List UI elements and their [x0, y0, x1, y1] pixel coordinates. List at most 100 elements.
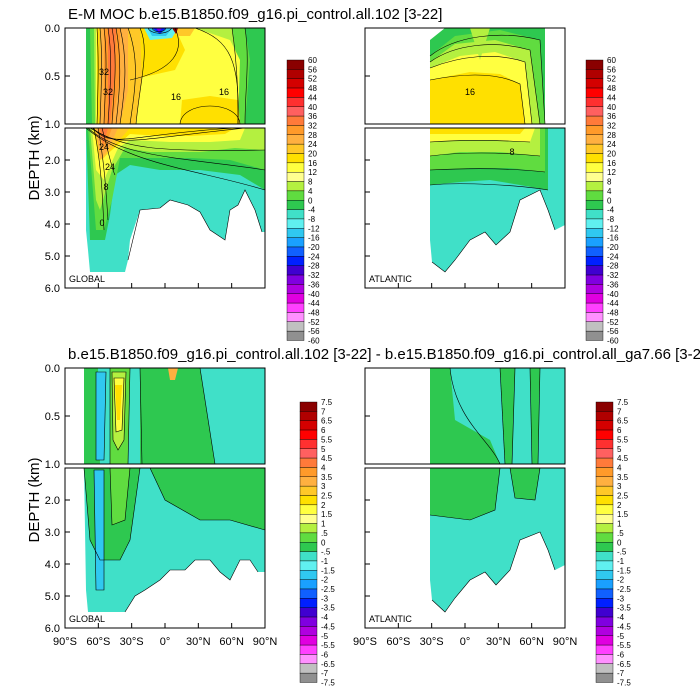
bottom-right-colorbar-label: -6.5: [617, 660, 631, 669]
top-right-colorbar-box: [585, 87, 604, 98]
top-right-colorbar-box: [585, 228, 604, 238]
bottom-chart-title: b.e15.B1850.f09_g16.pi_control.all.102 […: [68, 346, 700, 363]
top-left-colorbar-label: 8: [308, 178, 313, 187]
bottom-left-colorbar-label: 2: [321, 501, 326, 510]
bottom-left-colorbar-label: -.5: [321, 548, 331, 557]
top-y-tick-label: 0.0: [45, 23, 60, 35]
bottom-left-colorbar-label: 1.5: [321, 510, 333, 519]
bottom-right-colorbar-label: 6.5: [617, 417, 629, 426]
bottom-left-colorbar-box: [299, 635, 318, 646]
top-right-colorbar-label: -40: [607, 290, 619, 299]
bottom-right-colorbar-label: -7: [617, 669, 625, 678]
top-left-colorbar-box: [286, 143, 305, 154]
top-right-colorbar-label: 48: [607, 84, 616, 93]
bottom-global-panel-label: GLOBAL: [69, 614, 105, 624]
bottom-left-colorbar-label: 6: [321, 426, 326, 435]
top-left-colorbar-label: 44: [308, 93, 317, 102]
bottom-right-colorbar-box: [595, 457, 614, 468]
top-right-colorbar-box: [585, 293, 604, 304]
bottom-right-colorbar-box: [595, 607, 614, 618]
bottom-right-colorbar-label: -4: [617, 613, 625, 622]
bottom-right-colorbar-box: [595, 485, 614, 496]
bottom-left-colorbar-box: [299, 429, 318, 440]
bottom-right-colorbar-label: 2: [617, 501, 622, 510]
top-right-colorbar-box: [585, 284, 604, 294]
top-right-colorbar-label: 12: [607, 168, 616, 177]
top-right-colorbar-label: 36: [607, 112, 616, 121]
top-left-colorbar-label: -36: [308, 280, 320, 289]
top-right-colorbar-label: 28: [607, 131, 616, 140]
bottom-right-colorbar-box: [595, 401, 614, 412]
bottom-right-colorbar-box: [595, 495, 614, 506]
top-left-colorbar-box: [286, 190, 305, 201]
top-left-colorbar-label: -56: [308, 327, 320, 336]
bottom-right-colorbar-box: [595, 644, 614, 655]
bottom-right-colorbar-label: -3: [617, 594, 625, 603]
top-left-colorbar-box: [286, 209, 305, 220]
bottom-y-tick-label: 0.0: [45, 363, 60, 375]
bottom-left-colorbar-label: -6: [321, 650, 329, 659]
bottom-x-tick-label: 90°N: [253, 636, 278, 648]
top-left-colorbar-label: -40: [308, 290, 320, 299]
bottom-right-colorbar-label: -5: [617, 632, 625, 641]
top-y-tick-label: 3.0: [45, 187, 60, 199]
top-right-colorbar-box: [585, 171, 604, 182]
top-y-tick-label: 0.5: [45, 71, 60, 83]
contour-label: 16: [219, 87, 229, 97]
bottom-x-tick-label: 60°S: [86, 636, 110, 648]
contour-label: 16: [465, 87, 475, 97]
top-y-tick-label: 1.0: [45, 119, 60, 131]
bottom-y-tick-label: 3.0: [45, 527, 60, 539]
bottom-left-colorbar-label: 0: [321, 538, 326, 547]
top-left-colorbar-label: 56: [308, 65, 317, 74]
axes-and-colorbars: 0.00.51.02.03.04.05.06.00.00.51.02.03.04…: [45, 23, 632, 688]
top-left-colorbar-box: [286, 181, 305, 192]
top-right-colorbar-box: [585, 78, 604, 89]
bottom-right-colorbar-label: 2.5: [617, 492, 629, 501]
bottom-right-colorbar-label: 7: [617, 407, 622, 416]
top-y-axis-label: DEPTH (km): [26, 116, 43, 201]
bottom-left-colorbar-label: -1.5: [321, 566, 335, 575]
bottom-left-colorbar-box: [299, 485, 318, 496]
top-left-colorbar-box: [286, 87, 305, 98]
bottom-x-tick-label: 90°S: [53, 636, 77, 648]
bottom-right-colorbar-label: -4.5: [617, 622, 631, 631]
bottom-right-colorbar-label: -3.5: [617, 604, 631, 613]
top-left-colorbar-label: 0: [308, 196, 313, 205]
bottom-right-colorbar-box: [595, 514, 614, 524]
top-left-colorbar-label: -28: [308, 262, 320, 271]
bottom-left-colorbar-label: 5.5: [321, 435, 333, 444]
bottom-right-colorbar-box: [595, 570, 614, 580]
top-left-colorbar-box: [286, 321, 305, 332]
contour-label: 0: [99, 218, 104, 228]
top-left-colorbar-label: -52: [308, 318, 320, 327]
bottom-left-colorbar-label: -5: [321, 632, 329, 641]
bottom-right-colorbar-label: 1: [617, 520, 622, 529]
top-right-colorbar-label: 20: [607, 150, 616, 159]
bottom-atlantic-lower-field: [365, 468, 565, 628]
bottom-left-colorbar-label: 3.5: [321, 473, 333, 482]
bottom-left-colorbar-box: [299, 560, 318, 571]
top-global-lower-field: [65, 128, 265, 288]
bottom-right-colorbar-box: [595, 551, 614, 562]
top-left-colorbar-box: [286, 246, 305, 257]
top-right-colorbar-label: 44: [607, 93, 616, 102]
bottom-right-colorbar-label: -5.5: [617, 641, 631, 650]
top-left-colorbar-label: 52: [308, 75, 317, 84]
top-right-colorbar-box: [585, 312, 604, 323]
top-left-colorbar-box: [286, 302, 305, 313]
top-left-colorbar-label: -60: [308, 337, 320, 346]
top-right-colorbar-box: [585, 59, 604, 70]
bottom-left-colorbar-label: 2.5: [321, 492, 333, 501]
bottom-left-colorbar-label: 6.5: [321, 417, 333, 426]
bottom-right-colorbar-label: 3.5: [617, 473, 629, 482]
top-left-colorbar-box: [286, 284, 305, 294]
bottom-left-colorbar-label: 4.5: [321, 454, 333, 463]
bottom-right-colorbar-label: 4: [617, 463, 622, 472]
top-right-colorbar-box: [585, 200, 604, 210]
top-left-colorbar-box: [286, 69, 305, 79]
top-left-colorbar-label: -48: [308, 308, 320, 317]
top-left-colorbar-label: 4: [308, 187, 313, 196]
bottom-left-colorbar-label: 7: [321, 407, 326, 416]
